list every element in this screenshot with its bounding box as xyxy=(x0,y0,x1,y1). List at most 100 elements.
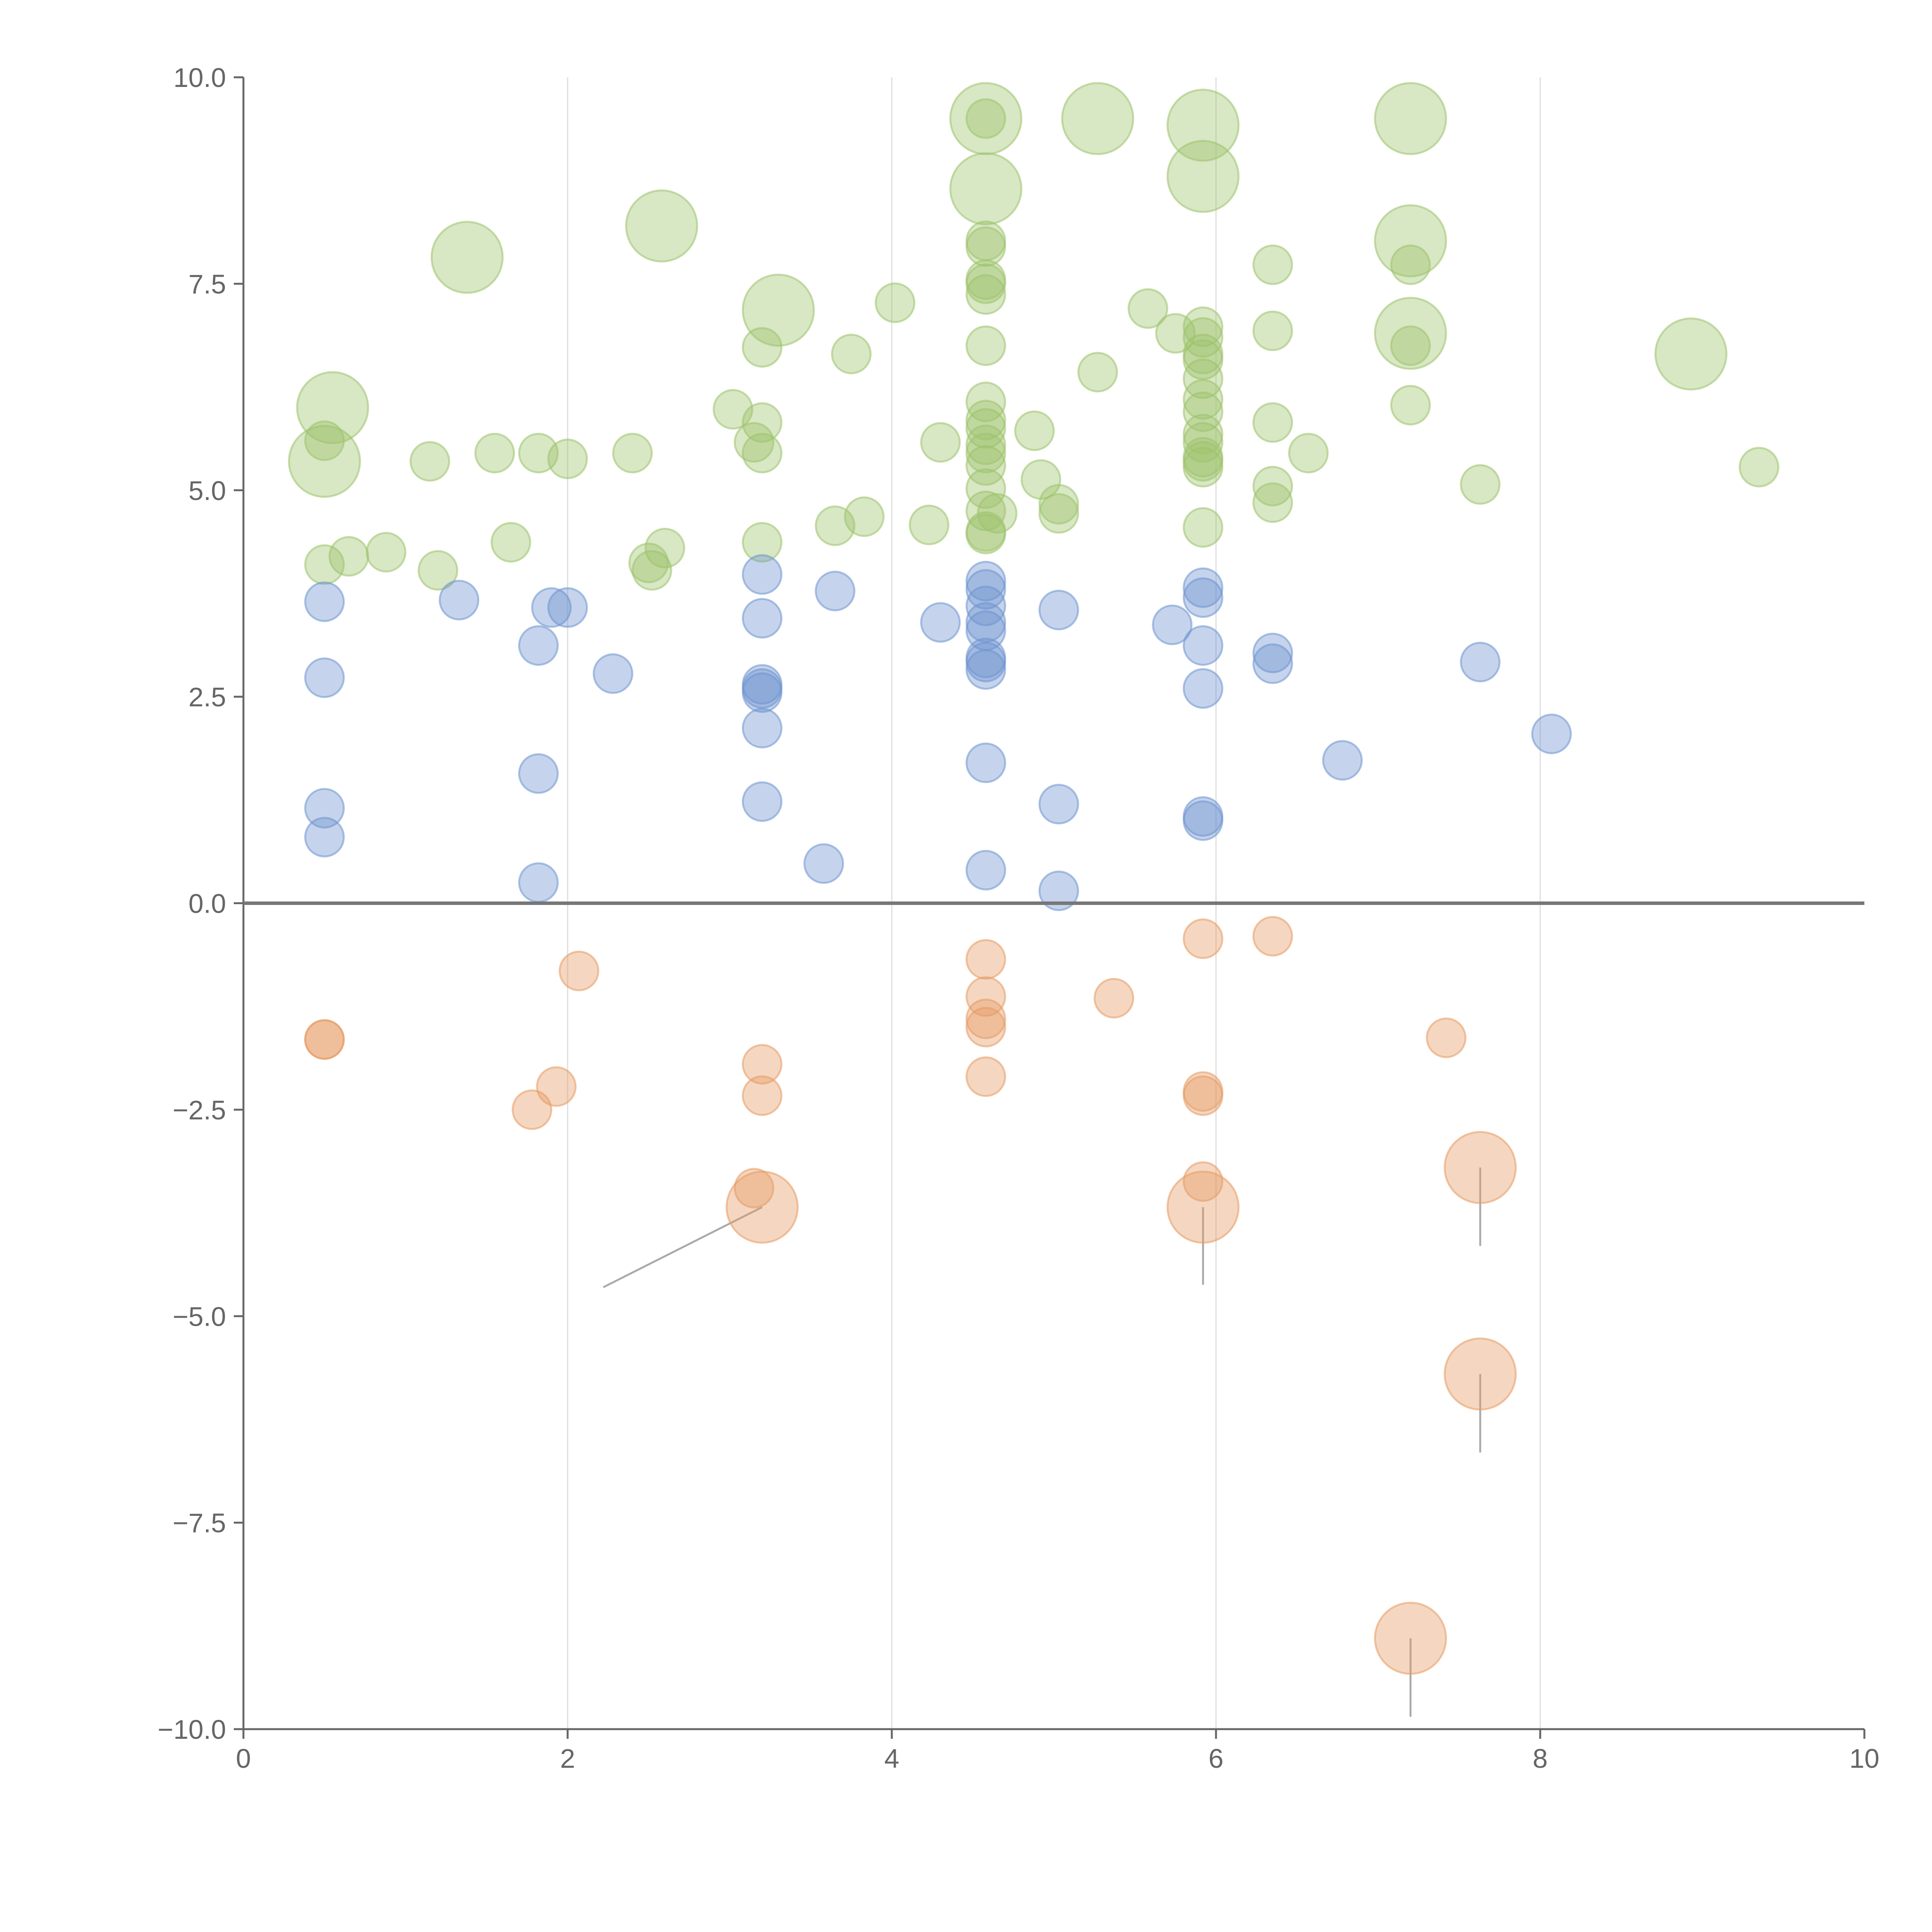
bubble-high[interactable] xyxy=(965,274,1006,315)
bubble-high[interactable] xyxy=(844,496,885,537)
bubble-high[interactable] xyxy=(1038,493,1079,534)
bubble-high[interactable] xyxy=(965,433,1006,474)
bubble-low[interactable] xyxy=(304,657,345,698)
bubble-low[interactable] xyxy=(742,781,782,822)
bubble-high[interactable] xyxy=(417,550,458,591)
bubble-high[interactable] xyxy=(1252,310,1293,351)
bubble-low[interactable] xyxy=(965,602,1006,643)
bubble-low[interactable] xyxy=(742,672,782,713)
bubble-high[interactable] xyxy=(628,543,669,583)
bubble-high[interactable] xyxy=(474,433,515,474)
bubble-high[interactable] xyxy=(1014,410,1055,451)
bubble-low[interactable] xyxy=(1182,668,1223,709)
bubble-negative[interactable] xyxy=(742,1075,782,1116)
bubble-high[interactable] xyxy=(742,522,782,563)
bubble-negative[interactable] xyxy=(1444,1337,1517,1411)
bubble-negative[interactable] xyxy=(742,1044,782,1085)
bubble-low[interactable] xyxy=(1531,713,1572,754)
bubble-high[interactable] xyxy=(1460,464,1501,505)
bubble-high[interactable] xyxy=(409,441,450,482)
bubble-high[interactable] xyxy=(1390,385,1431,426)
bubble-low[interactable] xyxy=(304,788,345,829)
bubble-high[interactable] xyxy=(366,532,406,573)
bubble-low[interactable] xyxy=(1038,870,1079,911)
bubble-high[interactable] xyxy=(288,425,361,498)
bubble-negative[interactable] xyxy=(304,1019,345,1060)
bubble-high[interactable] xyxy=(965,263,1006,304)
bubble-negative[interactable] xyxy=(725,1170,799,1244)
bubble-low[interactable] xyxy=(547,587,588,628)
bubble-high[interactable] xyxy=(612,433,653,474)
bubble-low[interactable] xyxy=(965,561,1006,602)
bubble-high[interactable] xyxy=(733,422,774,463)
bubble-low[interactable] xyxy=(1182,800,1223,841)
bubble-high[interactable] xyxy=(965,490,1006,531)
bubble-high[interactable] xyxy=(1252,402,1293,443)
bubble-high[interactable] xyxy=(1390,244,1431,285)
bubble-low[interactable] xyxy=(1038,784,1079,825)
bubble-high[interactable] xyxy=(1077,352,1118,393)
bubble-high[interactable] xyxy=(1182,391,1223,432)
bubble-low[interactable] xyxy=(965,850,1006,891)
bubble-high[interactable] xyxy=(296,371,369,444)
bubble-high[interactable] xyxy=(965,445,1006,486)
bubble-low[interactable] xyxy=(1182,625,1223,666)
bubble-high[interactable] xyxy=(1182,317,1223,358)
bubble-high[interactable] xyxy=(1654,317,1728,391)
bubble-low[interactable] xyxy=(803,843,844,884)
bubble-high[interactable] xyxy=(965,424,1006,465)
bubble-high[interactable] xyxy=(430,221,504,294)
bubble-high[interactable] xyxy=(949,152,1022,226)
bubble-low[interactable] xyxy=(304,817,345,857)
bubble-high[interactable] xyxy=(742,327,782,368)
bubble-high[interactable] xyxy=(645,527,685,568)
bubble-low[interactable] xyxy=(518,862,559,903)
bubble-low[interactable] xyxy=(815,571,855,612)
bubble-low[interactable] xyxy=(920,602,961,643)
bubble-high[interactable] xyxy=(908,505,949,546)
bubble-high[interactable] xyxy=(1182,447,1223,488)
bubble-high[interactable] xyxy=(742,402,782,443)
bubble-negative[interactable] xyxy=(1426,1017,1467,1058)
bubble-high[interactable] xyxy=(328,536,369,577)
bubble-low[interactable] xyxy=(1322,740,1363,781)
bubble-negative[interactable] xyxy=(965,1056,1006,1097)
bubble-high[interactable] xyxy=(1252,466,1293,507)
bubble-high[interactable] xyxy=(742,433,782,474)
bubble-high[interactable] xyxy=(1061,82,1134,155)
bubble-negative[interactable] xyxy=(1444,1131,1517,1204)
bubble-low[interactable] xyxy=(965,649,1006,690)
bubble-low[interactable] xyxy=(531,587,572,628)
bubble-low[interactable] xyxy=(1182,567,1223,608)
bubble-low[interactable] xyxy=(965,585,1006,626)
bubble-low[interactable] xyxy=(1038,590,1079,631)
bubble-high[interactable] xyxy=(831,333,872,374)
bubble-negative[interactable] xyxy=(1182,1161,1223,1202)
bubble-high[interactable] xyxy=(1128,288,1168,329)
bubble-negative[interactable] xyxy=(1094,978,1134,1019)
bubble-high[interactable] xyxy=(490,522,531,563)
bubble-low[interactable] xyxy=(518,753,559,794)
bubble-high[interactable] xyxy=(1166,88,1240,162)
bubble-low[interactable] xyxy=(742,707,782,748)
bubble-high[interactable] xyxy=(965,468,1006,509)
bubble-negative[interactable] xyxy=(965,1007,1006,1048)
bubble-high[interactable] xyxy=(625,189,698,263)
bubble-high[interactable] xyxy=(965,98,1006,139)
bubble-high[interactable] xyxy=(1182,507,1223,548)
bubble-high[interactable] xyxy=(631,550,672,591)
bubble-high[interactable] xyxy=(965,226,1006,267)
bubble-high[interactable] xyxy=(1038,484,1079,525)
bubble-low[interactable] xyxy=(965,569,1006,610)
bubble-high[interactable] xyxy=(1738,447,1779,488)
bubble-high[interactable] xyxy=(547,439,588,480)
bubble-low[interactable] xyxy=(592,653,633,694)
bubble-high[interactable] xyxy=(1182,379,1223,420)
bubble-low[interactable] xyxy=(965,742,1006,783)
bubble-high[interactable] xyxy=(965,408,1006,449)
bubble-negative[interactable] xyxy=(1374,1602,1447,1675)
bubble-high[interactable] xyxy=(1166,140,1240,213)
bubble-high[interactable] xyxy=(977,493,1018,534)
bubble-low[interactable] xyxy=(439,580,480,621)
bubble-negative[interactable] xyxy=(536,1066,577,1107)
